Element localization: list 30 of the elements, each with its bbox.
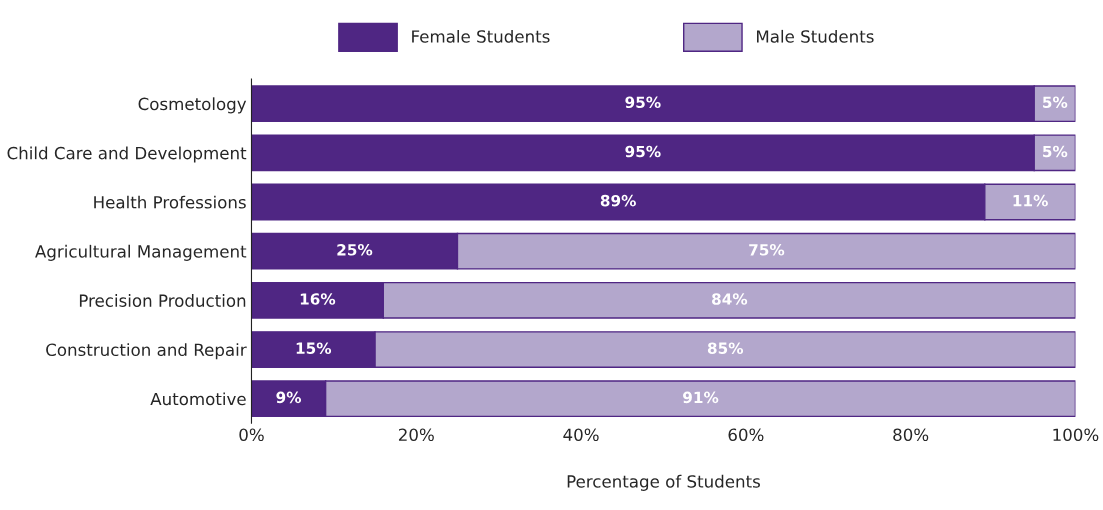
x-tick-label: 80%: [893, 428, 929, 442]
data-label: 16%: [300, 293, 336, 305]
x-axis-title: Percentage of Students: [567, 474, 760, 491]
legend-label: Male Students: [757, 29, 874, 43]
y-tick-label: Precision Production: [79, 294, 246, 307]
data-label: 5%: [1043, 145, 1068, 158]
data-label: 11%: [1013, 194, 1048, 207]
data-label: 9%: [276, 391, 302, 404]
data-label: 15%: [296, 342, 332, 354]
data-label: 75%: [749, 244, 785, 256]
data-label: 84%: [712, 293, 748, 305]
y-tick-label: Construction and Repair: [46, 343, 247, 360]
data-label: 25%: [337, 244, 373, 256]
y-tick-label: Cosmetology: [138, 97, 247, 114]
x-tick-label: 40%: [563, 428, 599, 442]
x-tick-label: 20%: [398, 428, 434, 442]
x-tick-label: 100%: [1053, 428, 1099, 442]
data-label: 89%: [600, 194, 636, 207]
data-label: 5%: [1043, 96, 1068, 109]
y-tick-label: Child Care and Development: [7, 146, 247, 163]
data-label: 95%: [625, 145, 661, 158]
data-label: 91%: [683, 391, 719, 404]
y-tick-label: Automotive: [150, 392, 246, 406]
x-tick-label: 60%: [728, 428, 764, 442]
legend-label: Female Students: [412, 29, 550, 43]
data-label: 85%: [707, 342, 744, 354]
y-tick-label: Agricultural Management: [35, 244, 247, 261]
data-label: 95%: [625, 96, 661, 109]
x-tick-label: 0%: [239, 428, 264, 442]
y-tick-label: Health Professions: [94, 195, 246, 209]
